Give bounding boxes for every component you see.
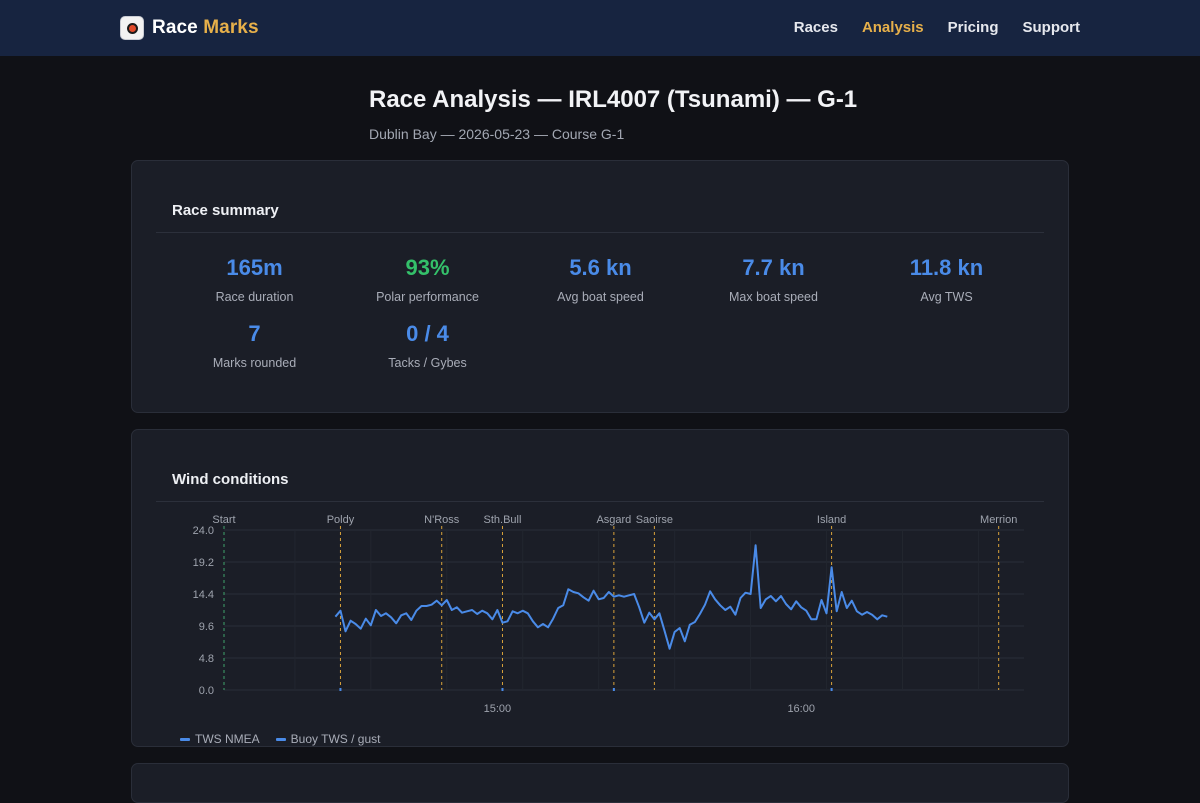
mark-label: N'Ross bbox=[424, 514, 460, 526]
y-tick-label: 9.6 bbox=[199, 621, 214, 633]
mark-label: Saoirse bbox=[636, 514, 673, 526]
page-title: Race Analysis — IRL4007 (Tsunami) — G-1 bbox=[369, 86, 858, 113]
wind-chart[interactable]: Start Poldy N'Ross Sth.Bull Asgard Saoirse Isl… bbox=[172, 514, 1052, 714]
stat-avg-tws: 11.8 kn Avg TWS bbox=[860, 255, 1033, 304]
stat-label: Tacks / Gybes bbox=[388, 356, 467, 370]
stat-race-duration: 165m Race duration bbox=[168, 255, 341, 304]
legend-item-buoy-tws[interactable]: Buoy TWS / gust bbox=[275, 732, 381, 746]
stat-label: Max boat speed bbox=[729, 290, 818, 304]
stat-label: Marks rounded bbox=[212, 356, 297, 370]
stat-value: 7.7 kn bbox=[742, 255, 805, 280]
mark-label: Sth.Bull bbox=[484, 514, 522, 526]
x-tick-label: 15:00 bbox=[484, 703, 512, 714]
buoy-tws-point bbox=[339, 688, 342, 691]
mark-label: Island bbox=[817, 514, 846, 526]
page-heading: Race Analysis — IRL4007 (Tsunami) — G-1 … bbox=[369, 86, 857, 142]
chart-legend: TWS NMEA Buoy TWS / gust bbox=[180, 732, 380, 746]
legend-swatch bbox=[180, 737, 190, 741]
wind-conditions-card: Wind conditions Start Poldy N'Ross Sth.Bull… bbox=[131, 429, 1069, 747]
legend-swatch bbox=[275, 737, 286, 741]
stat-tacks-gybes: 0 / 4 Tacks / Gybes bbox=[341, 321, 514, 370]
card-divider bbox=[156, 232, 1044, 233]
nav-item-support[interactable]: Support bbox=[1022, 19, 1081, 36]
stat-label: Polar performance bbox=[376, 290, 479, 304]
x-tick-label: 16:00 bbox=[787, 703, 815, 714]
stat-value: 165m bbox=[226, 255, 283, 280]
page-subtitle: Dublin Bay — 2026-05-23 — Course G-1 bbox=[369, 126, 625, 142]
y-tick-label: 0.0 bbox=[199, 685, 214, 697]
stat-label: Race duration bbox=[215, 290, 294, 304]
stat-value: 7 bbox=[248, 321, 261, 346]
wind-conditions-title: Wind conditions bbox=[172, 471, 289, 488]
legend-label: Buoy TWS / gust bbox=[290, 732, 381, 746]
top-navbar: Race Marks Races Analysis Pricing Suppor… bbox=[0, 0, 1200, 56]
series-line-tws-nmea bbox=[334, 544, 888, 650]
next-section-card bbox=[131, 763, 1069, 803]
stat-max-boat-speed: 7.7 kn Max boat speed bbox=[687, 255, 860, 304]
stat-marks-rounded: 7 Marks rounded bbox=[168, 321, 341, 370]
buoy-tws-point bbox=[501, 688, 504, 691]
stat-label: Avg TWS bbox=[920, 290, 973, 304]
main-nav: Races Analysis Pricing Support bbox=[794, 19, 1080, 36]
race-marks-logo-icon bbox=[120, 16, 144, 40]
y-tick-label: 19.2 bbox=[193, 557, 214, 569]
nav-item-pricing[interactable]: Pricing bbox=[947, 19, 999, 36]
nav-item-analysis[interactable]: Analysis bbox=[861, 19, 924, 36]
race-summary-title: Race summary bbox=[172, 202, 279, 219]
card-divider bbox=[156, 501, 1044, 502]
brand[interactable]: Race Marks bbox=[120, 16, 259, 40]
brand-name-part1: Race bbox=[152, 17, 198, 38]
brand-name: Race Marks bbox=[152, 17, 259, 39]
y-tick-label: 14.4 bbox=[193, 589, 214, 601]
buoy-tws-point bbox=[612, 688, 615, 691]
buoy-tws-point bbox=[830, 688, 833, 691]
stat-label: Avg boat speed bbox=[557, 290, 644, 304]
mark-label: Poldy bbox=[327, 514, 355, 526]
stat-avg-boat-speed: 5.6 kn Avg boat speed bbox=[514, 255, 687, 304]
y-tick-label: 4.8 bbox=[199, 653, 214, 665]
stat-value: 11.8 kn bbox=[909, 255, 984, 280]
y-tick-label: 24.0 bbox=[193, 525, 214, 537]
stat-polar-performance: 93% Polar performance bbox=[341, 255, 514, 304]
mark-label: Asgard bbox=[596, 514, 631, 526]
stat-value: 5.6 kn bbox=[569, 255, 632, 280]
mark-label: Merrion bbox=[980, 514, 1017, 526]
brand-name-part2: Marks bbox=[203, 17, 259, 38]
stat-value: 93% bbox=[405, 255, 450, 280]
stat-value: 0 / 4 bbox=[406, 321, 449, 346]
mark-label: Start bbox=[212, 514, 235, 526]
legend-label: TWS NMEA bbox=[195, 732, 260, 746]
nav-item-races[interactable]: Races bbox=[793, 19, 838, 36]
legend-item-tws-nmea[interactable]: TWS NMEA bbox=[180, 732, 260, 746]
race-summary-card: Race summary 165m Race duration 93% Pola… bbox=[131, 160, 1069, 413]
